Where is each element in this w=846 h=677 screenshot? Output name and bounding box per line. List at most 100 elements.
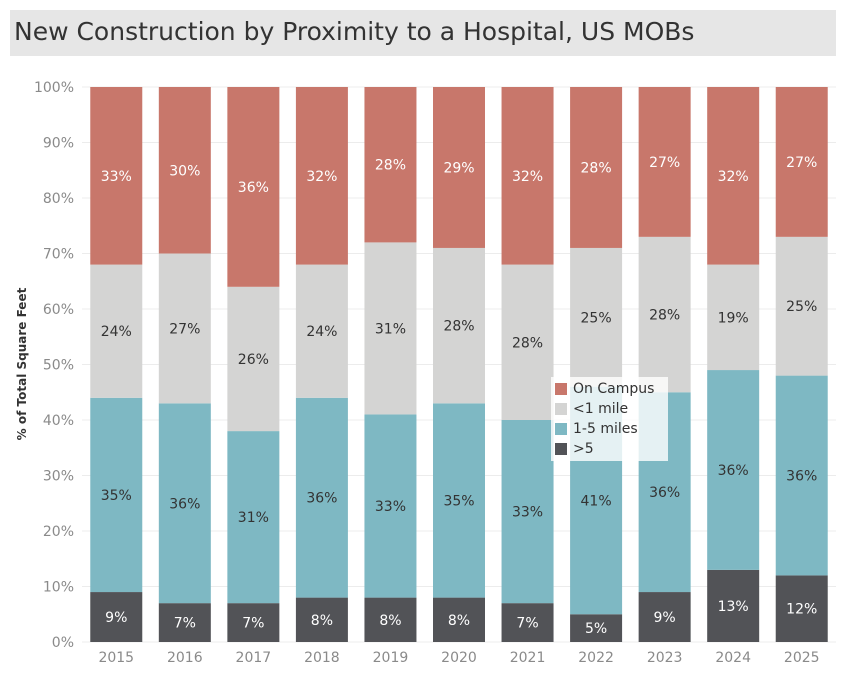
bar-segment	[638, 87, 691, 237]
bar-segment	[227, 603, 280, 642]
data-label: 28%	[581, 160, 612, 176]
data-label: 33%	[512, 505, 543, 521]
data-label: 19%	[718, 310, 749, 326]
data-label: 30%	[169, 163, 200, 179]
bar-segment	[90, 87, 143, 265]
y-tick-label: 80%	[43, 191, 74, 207]
bar-group-2025: 12% 36% 25% 27%	[775, 87, 828, 642]
data-label: 28%	[443, 319, 474, 335]
bar-group-2023: 9% 36% 28% 27%	[638, 87, 691, 642]
legend-label: >5	[573, 441, 594, 457]
y-tick-label: 100%	[34, 80, 74, 96]
data-label: 41%	[581, 493, 612, 509]
data-label: 25%	[786, 299, 817, 315]
bar-segment	[227, 286, 280, 432]
bar-segment	[295, 87, 348, 265]
bar-segment	[364, 87, 417, 243]
bar-segment	[158, 603, 211, 642]
legend-swatch	[555, 403, 567, 415]
title-bar: New Construction by Proximity to a Hospi…	[10, 10, 836, 56]
bar-segment	[638, 236, 691, 393]
data-label: 35%	[443, 493, 474, 509]
bar-segment	[227, 87, 280, 287]
bar-segment	[364, 242, 417, 415]
bar-segment	[570, 614, 623, 642]
x-tick-label: 2023	[647, 650, 683, 666]
data-label: 36%	[169, 496, 200, 512]
legend-label: 1-5 miles	[573, 421, 638, 437]
bar-segment	[775, 236, 828, 376]
y-tick-label: 20%	[43, 524, 74, 540]
bar-group-2018: 8% 36% 24% 32%	[295, 87, 348, 642]
x-tick-label: 2022	[578, 650, 614, 666]
data-label: 32%	[306, 169, 337, 185]
legend-item: 1-5 miles	[555, 420, 638, 438]
bar-group-2017: 7% 31% 26% 36%	[227, 87, 280, 642]
bar-segment	[90, 264, 143, 398]
bar-segment	[433, 597, 485, 642]
bar-segment	[707, 264, 760, 371]
bar-segment	[433, 403, 485, 598]
data-label: 28%	[375, 158, 406, 174]
x-tick-label: 2015	[98, 650, 134, 666]
legend-swatch	[555, 383, 567, 395]
legend-item: >5	[555, 440, 594, 458]
legend-label: On Campus	[573, 381, 655, 397]
data-label: 32%	[512, 169, 543, 185]
bar-segment	[638, 592, 691, 642]
bar-segment	[90, 397, 143, 593]
x-tick-label: 2024	[715, 650, 751, 666]
data-label: 9%	[654, 610, 676, 626]
bars: 9% 35% 24% 33% 7% 36% 27% 30% 7% 31% 26% 36% 8% 36% 24…	[90, 87, 828, 642]
legend-item: <1 mile	[555, 400, 628, 418]
bar-segment	[775, 575, 828, 642]
data-label: 31%	[238, 510, 269, 526]
data-label: 36%	[649, 485, 680, 501]
bar-segment	[158, 403, 211, 604]
data-label: 28%	[512, 335, 543, 351]
data-label: 27%	[786, 155, 817, 171]
bar-segment	[570, 87, 623, 248]
x-tick-label: 2025	[784, 650, 820, 666]
data-label: 35%	[101, 488, 132, 504]
bar-segment	[295, 397, 348, 598]
bar-segment	[364, 597, 417, 642]
y-tick-label: 40%	[43, 413, 74, 429]
bar-segment	[501, 264, 554, 420]
data-label: 36%	[718, 463, 749, 479]
bar-segment	[158, 87, 211, 254]
bar-segment	[433, 247, 485, 404]
data-label: 36%	[306, 491, 337, 507]
bar-segment	[707, 569, 760, 642]
data-label: 8%	[448, 613, 470, 629]
data-label: 24%	[101, 324, 132, 340]
data-label: 32%	[718, 169, 749, 185]
bar-group-2015: 9% 35% 24% 33%	[90, 87, 143, 642]
data-label: 25%	[581, 310, 612, 326]
data-label: 33%	[375, 499, 406, 515]
bar-segment	[707, 370, 760, 570]
x-tick-label: 2017	[236, 650, 272, 666]
legend-label: <1 mile	[573, 401, 629, 417]
data-label: 7%	[516, 616, 538, 632]
legend: On Campus <1 mile 1-5 miles >5	[551, 377, 668, 461]
y-tick-label: 90%	[43, 136, 74, 152]
y-axis-ticks: 0% 10% 20% 30% 40% 50% 60% 70% 80% 90% 100%	[34, 80, 74, 651]
data-label: 29%	[443, 160, 474, 176]
bar-segment	[775, 375, 828, 576]
legend-item: On Campus	[555, 380, 654, 398]
bar-group-2016: 7% 36% 27% 30%	[158, 87, 211, 642]
bar-segment	[501, 603, 554, 642]
bar-segment	[433, 87, 485, 248]
bar-group-2021: 7% 33% 28% 32%	[501, 87, 554, 642]
x-tick-label: 2021	[510, 650, 546, 666]
x-tick-label: 2020	[441, 650, 477, 666]
bar-segment	[295, 597, 348, 642]
data-label: 24%	[306, 324, 337, 340]
data-label: 9%	[105, 610, 127, 626]
bar-segment	[707, 87, 760, 265]
bar-segment	[501, 420, 554, 604]
data-label: 31%	[375, 321, 406, 337]
chart-title: New Construction by Proximity to a Hospi…	[14, 17, 695, 46]
